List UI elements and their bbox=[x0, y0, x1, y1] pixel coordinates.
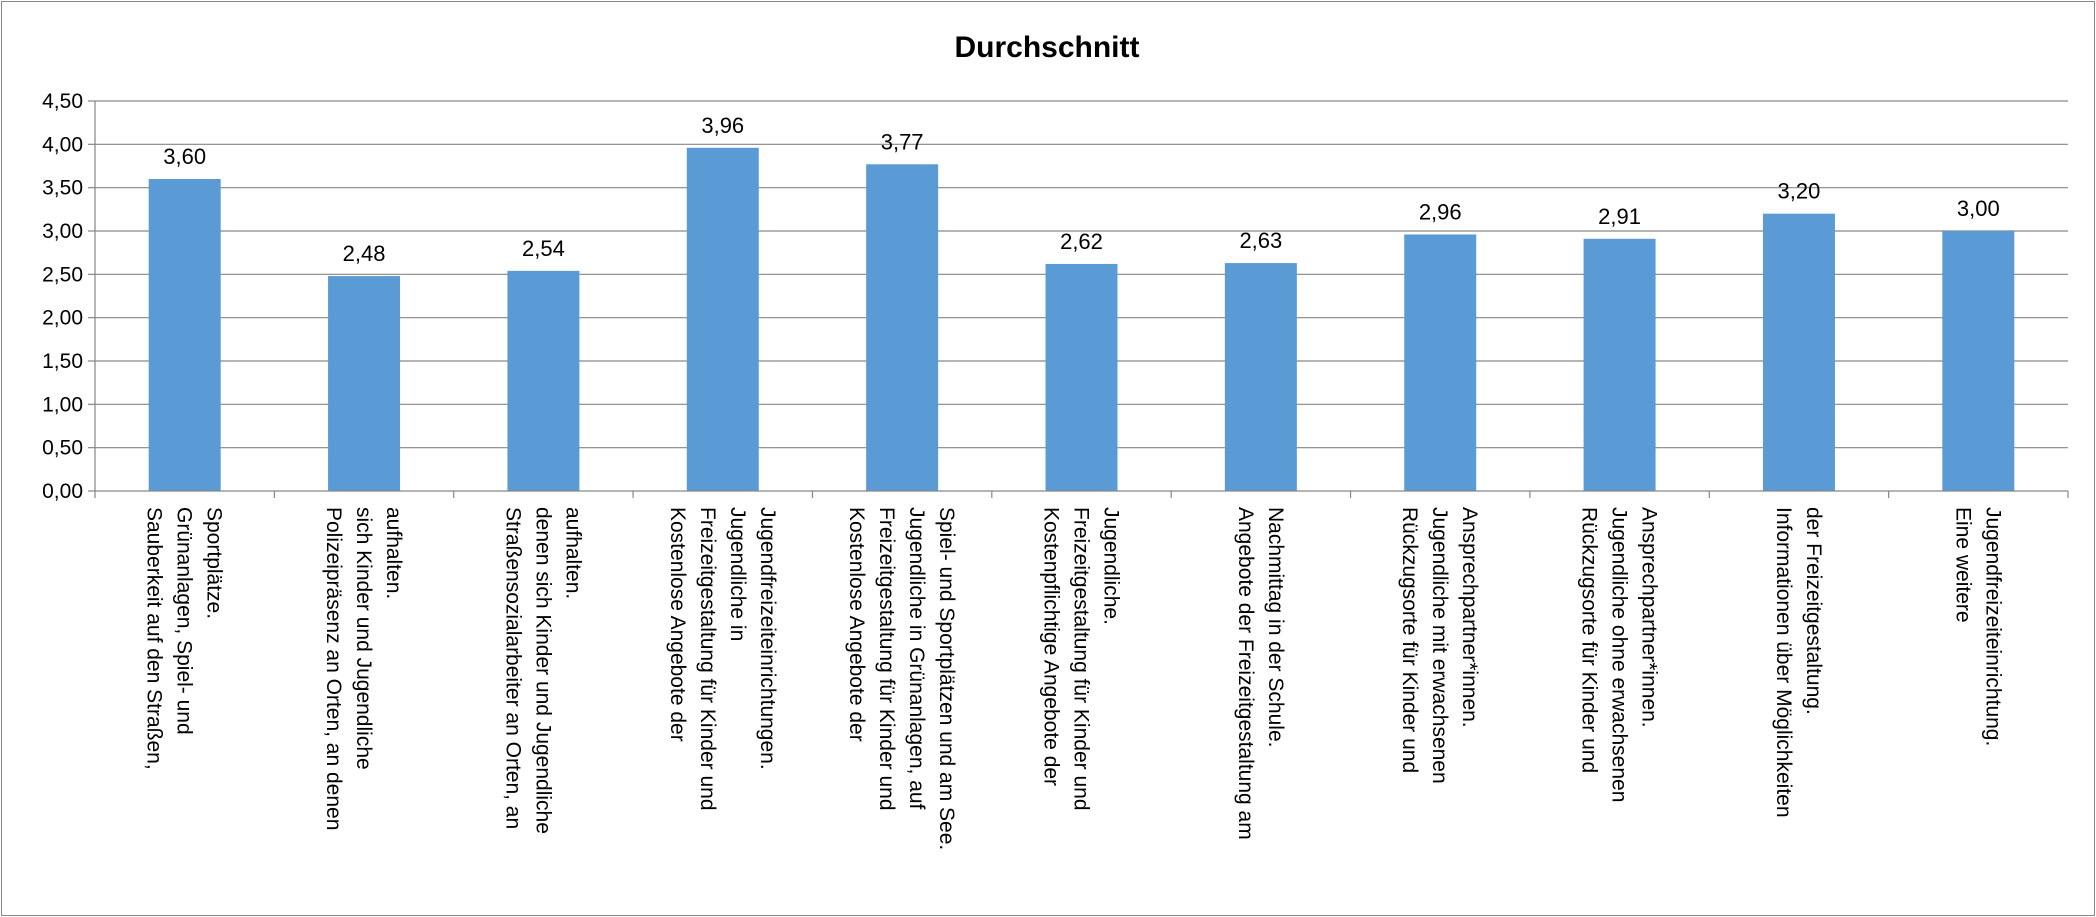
bar bbox=[686, 147, 759, 492]
data-labels: 3,60 2,48 2,54 3,96 3,77 2,62 2,63 2,96 2,91 3,20… bbox=[163, 113, 1999, 266]
category-label-line: Jugendliche. bbox=[1100, 507, 1123, 625]
y-tick-label: 4,50 bbox=[42, 90, 83, 113]
category-label-line: Jugendfreizeiteinrichtungen. bbox=[756, 507, 779, 770]
data-label: 3,96 bbox=[701, 113, 744, 138]
category-label-line: Jugendliche in bbox=[726, 507, 749, 641]
data-label: 3,60 bbox=[163, 144, 206, 169]
bar bbox=[866, 164, 939, 491]
category-label-line: sich Kinder und Jugendliche bbox=[352, 507, 375, 770]
y-tick-label: 2,00 bbox=[42, 307, 83, 330]
category-label-line: Nachmittag in der Schule. bbox=[1264, 507, 1287, 747]
y-tick-label: 3,00 bbox=[42, 220, 83, 243]
category-label-line: Freizeitgestaltung für Kinder und bbox=[696, 507, 719, 811]
data-label: 2,62 bbox=[1060, 229, 1103, 254]
category-label: Kostenlose Angebote der Freizeitgestaltun… bbox=[666, 507, 779, 811]
y-tick-label: 3,50 bbox=[42, 177, 83, 200]
category-labels: Sauberkeit auf den Straßen, Grünanlagen, … bbox=[143, 507, 2005, 850]
category-label-line: Jugendliche mit erwachsenen bbox=[1428, 507, 1451, 784]
axes bbox=[94, 101, 2069, 498]
y-axis-ticks: 0,00 0,50 1,00 1,50 2,00 2,50 3,00 3,50 4,00 4,50 bbox=[42, 90, 95, 503]
category-label: Kostenlose Angebote der Freizeitgestaltun… bbox=[845, 507, 958, 850]
data-label: 2,54 bbox=[522, 236, 565, 261]
category-label-line: Sauberkeit auf den Straßen, bbox=[143, 507, 166, 770]
y-tick-label: 1,00 bbox=[42, 393, 83, 416]
bars bbox=[148, 147, 2015, 492]
bar bbox=[148, 179, 221, 491]
gridlines bbox=[95, 100, 2068, 449]
category-label-line: Jugendliche in Grünanlagen, auf bbox=[905, 507, 928, 810]
bar bbox=[328, 276, 401, 491]
data-label: 3,00 bbox=[1957, 196, 2000, 221]
category-label-line: der Freizeitgestaltung. bbox=[1802, 507, 1825, 715]
category-label: Informationen über Möglichkeiten der Frei… bbox=[1772, 507, 1825, 818]
category-label-line: Ansprechpartner*innen. bbox=[1638, 507, 1661, 728]
bar bbox=[1224, 263, 1297, 491]
bar bbox=[1583, 238, 1656, 491]
bar bbox=[507, 270, 580, 491]
bar bbox=[1762, 213, 1835, 491]
category-label-line: Sportplätze. bbox=[203, 507, 226, 619]
y-tick-label: 0,00 bbox=[42, 480, 83, 503]
category-label-line: Grünanlagen, Spiel- und bbox=[173, 507, 196, 735]
category-label-line: aufhalten. bbox=[561, 507, 584, 599]
category-label-line: Eine weitere bbox=[1951, 507, 1974, 623]
category-label: Sauberkeit auf den Straßen, Grünanlagen, … bbox=[143, 507, 226, 770]
category-label-line: aufhalten. bbox=[382, 507, 405, 599]
category-label-line: Freizeitgestaltung für Kinder und bbox=[875, 507, 898, 811]
y-tick-label: 4,00 bbox=[42, 133, 83, 156]
category-label-line: Straßensozialarbeiter an Orten, an bbox=[501, 507, 524, 829]
data-label: 3,77 bbox=[881, 129, 924, 154]
bar bbox=[1045, 263, 1118, 491]
y-tick-label: 2,50 bbox=[42, 263, 83, 286]
category-label-line: Jugendliche ohne erwachsenen bbox=[1608, 507, 1631, 802]
category-label-line: Polizeipräsenz an Orten, an denen bbox=[322, 507, 345, 830]
category-label-line: Kostenlose Angebote der bbox=[666, 507, 689, 742]
data-label: 2,96 bbox=[1419, 199, 1462, 224]
category-label-line: Ansprechpartner*innen. bbox=[1458, 507, 1481, 728]
category-label-line: Angebote der Freizeitgestaltung am bbox=[1234, 507, 1257, 840]
data-label: 2,91 bbox=[1598, 204, 1641, 229]
category-label-line: Informationen über Möglichkeiten bbox=[1772, 507, 1795, 818]
data-label: 2,48 bbox=[343, 241, 386, 266]
y-tick-label: 1,50 bbox=[42, 350, 83, 373]
category-label-line: Rückzugsorte für Kinder und bbox=[1578, 507, 1601, 773]
category-label: Rückzugsorte für Kinder und Jugendliche o… bbox=[1578, 507, 1661, 802]
chart-title: Durchschnitt bbox=[954, 31, 1139, 64]
category-label-line: Kostenlose Angebote der bbox=[845, 507, 868, 742]
data-label: 3,20 bbox=[1778, 179, 1821, 204]
category-label: Rückzugsorte für Kinder und Jugendliche m… bbox=[1398, 507, 1481, 784]
category-label-line: Rückzugsorte für Kinder und bbox=[1398, 507, 1421, 773]
category-label-line: Spiel- und Sportplätzen und am See. bbox=[935, 507, 958, 850]
category-label-line: Kostenpflichtige Angebote der bbox=[1040, 507, 1063, 786]
bar bbox=[1942, 231, 2015, 491]
data-label: 2,63 bbox=[1239, 228, 1282, 253]
category-label: Angebote der Freizeitgestaltung am Nachmi… bbox=[1234, 507, 1287, 840]
category-label: Polizeipräsenz an Orten, an denen sich Ki… bbox=[322, 507, 405, 830]
y-tick-label: 0,50 bbox=[42, 437, 83, 460]
category-label: Kostenpflichtige Angebote der Freizeitges… bbox=[1040, 507, 1123, 811]
category-label: Eine weitere Jugendfreizeiteinrichtung. bbox=[1951, 507, 2004, 746]
category-label-line: Freizeitgestaltung für Kinder und bbox=[1070, 507, 1093, 811]
category-label: Straßensozialarbeiter an Orten, an denen … bbox=[501, 507, 584, 834]
category-label-line: Jugendfreizeiteinrichtung. bbox=[1981, 507, 2004, 746]
category-label-line: denen sich Kinder und Jugendliche bbox=[531, 507, 554, 834]
bar bbox=[1404, 234, 1477, 491]
